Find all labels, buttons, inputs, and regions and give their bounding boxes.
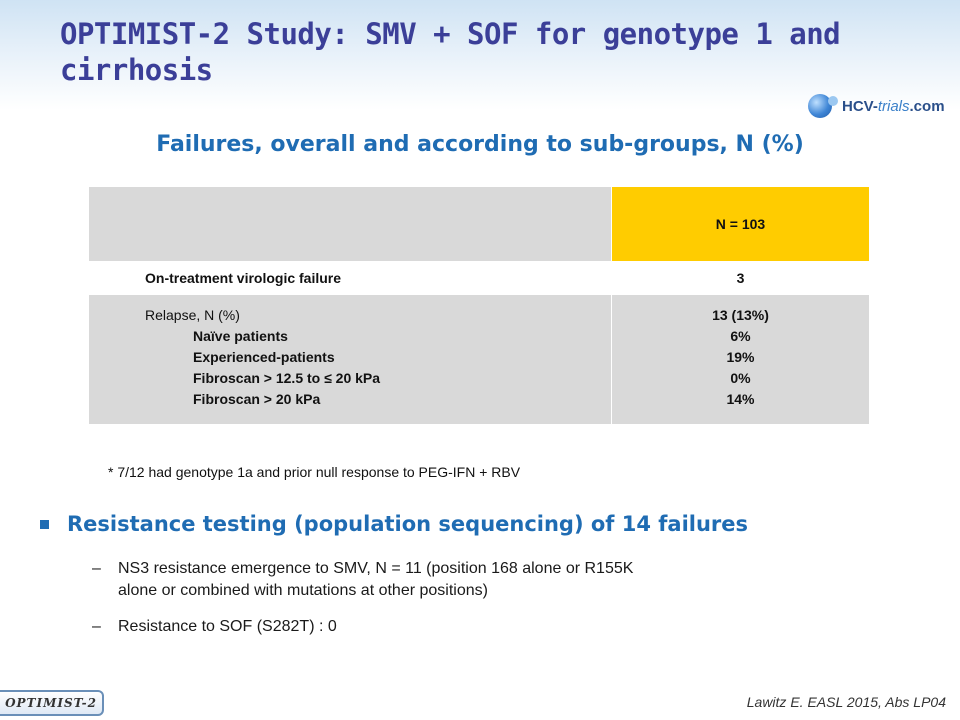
subrow-label: Fibroscan > 20 kPa — [193, 391, 321, 407]
table-header-row: N = 103 — [88, 186, 870, 262]
sub-bullet: – NS3 resistance emergence to SMV, N = 1… — [92, 558, 633, 602]
subrow-value: 14% — [726, 391, 755, 407]
failures-table: N = 103 On-treatment virologic failure 3… — [88, 186, 870, 425]
square-bullet-icon — [40, 519, 49, 529]
logo-text: HCV-trials.com — [842, 97, 945, 115]
table-row: On-treatment virologic failure 3 — [88, 261, 870, 295]
relapse-value-cell: 13 (13%) 6% 19% 0% 14% — [611, 294, 870, 425]
main-bullet-text: Resistance testing (population sequencin… — [67, 512, 749, 536]
subrow-value: 6% — [730, 328, 751, 344]
row-value: 13 (13%) — [712, 307, 769, 323]
subrow-label: Experienced-patients — [193, 349, 335, 365]
subrow-value: 19% — [726, 349, 755, 365]
logo-globe-icon — [808, 94, 838, 118]
slide-subtitle: Failures, overall and according to sub-g… — [156, 132, 804, 157]
citation: Lawitz E. EASL 2015, Abs LP04 — [746, 694, 946, 710]
row-label: On-treatment virologic failure — [88, 261, 612, 295]
sub-bullet-text: NS3 resistance emergence to SMV, N = 11 … — [118, 560, 634, 599]
row-value: 3 — [611, 261, 870, 295]
dash-bullet: – — [92, 618, 101, 635]
study-tag: OPTIMIST-2 — [0, 690, 104, 716]
title-background — [0, 0, 960, 110]
table-row: Relapse, N (%) Naïve patients Experience… — [88, 294, 870, 425]
row-label: Relapse, N (%) — [145, 307, 240, 323]
header-n-cell: N = 103 — [611, 186, 870, 262]
hcv-trials-logo: HCV-trials.com — [808, 88, 960, 124]
dash-bullet: – — [92, 560, 101, 577]
sub-bullet-text: Resistance to SOF (S282T) : 0 — [118, 618, 337, 635]
table-footnote: * 7/12 had genotype 1a and prior null re… — [108, 464, 521, 480]
relapse-label-cell: Relapse, N (%) Naïve patients Experience… — [88, 294, 612, 425]
subrow-label: Naïve patients — [193, 328, 288, 344]
subrow-value: 0% — [730, 370, 751, 386]
slide-title: OPTIMIST-2 Study: SMV + SOF for genotype… — [60, 17, 841, 87]
header-empty-cell — [88, 186, 612, 262]
subrow-label: Fibroscan > 12.5 to ≤ 20 kPa — [193, 370, 381, 386]
main-bullet: Resistance testing (population sequencin… — [40, 512, 748, 536]
sub-bullet: – Resistance to SOF (S282T) : 0 — [92, 616, 337, 638]
